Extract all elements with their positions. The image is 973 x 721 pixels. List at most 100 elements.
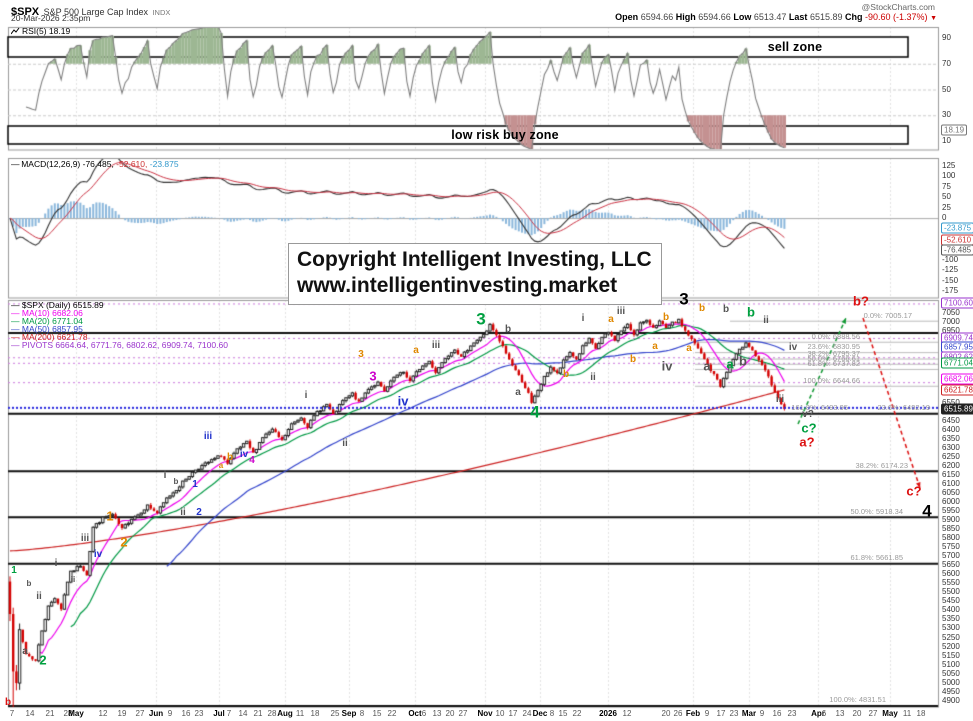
legend-item: — MA(10) 6682.06 <box>11 308 228 319</box>
wave-label: b <box>4 697 12 708</box>
date-axis-day: 20 <box>445 709 455 718</box>
candlestick-icon: — <box>11 300 22 310</box>
price-badge: 6682.06 <box>941 373 973 385</box>
fib-retracement-label: 38.2%: 6174.23 <box>855 460 908 470</box>
date-axis-month: Dec <box>532 709 548 718</box>
axis-tick-label: 5000 <box>942 677 960 687</box>
legend-text: MA(10) 6682.06 <box>21 308 83 319</box>
axis-tick-label: 6950 <box>942 325 960 335</box>
axis-tick-label: 100 <box>942 171 956 181</box>
wave-label: 2 <box>39 652 47 668</box>
wave-label: b <box>722 304 730 315</box>
wave-label: 1 <box>192 479 198 490</box>
axis-tick-label: 5550 <box>942 578 960 588</box>
date-axis-day: 22 <box>387 709 397 718</box>
quote-bar: Open 6594.66 High 6594.66 Low 6513.47 La… <box>615 12 937 22</box>
price-badge: 6515.89 <box>941 403 973 415</box>
date-axis-day: 11 <box>902 709 912 718</box>
wave-label: i <box>581 313 585 324</box>
chart-datetime: 20-Mar-2026 2:35pm <box>11 13 91 23</box>
axis-tick-label: 7050 <box>942 307 960 317</box>
axis-tick-label: 5750 <box>942 542 960 552</box>
chg-label: Chg <box>845 12 863 22</box>
date-axis-day: 24 <box>522 709 532 718</box>
date-axis-month: Mar <box>741 709 757 718</box>
wave-label: 4 <box>530 402 540 422</box>
wave-label: ii <box>763 315 769 326</box>
wave-label: a? <box>799 434 815 450</box>
price-badge: 18.19 <box>941 124 968 136</box>
axis-tick-label: 0 <box>942 213 947 223</box>
axis-tick-label: 5850 <box>942 524 960 534</box>
legend-text: MA(50) 6857.95 <box>21 324 83 335</box>
fib-retracement-label: 50.0%: 5918.34 <box>850 506 903 516</box>
date-axis-day: 9 <box>759 709 765 718</box>
legend-item: — PIVOTS 6664.64, 6771.76, 6802.62, 6909… <box>11 341 228 350</box>
date-axis-day: 27 <box>868 709 878 718</box>
line-icon: — <box>11 316 22 327</box>
date-axis-day: 13 <box>835 709 845 718</box>
date-axis-day: 27 <box>458 709 468 718</box>
date-axis-day: 10 <box>495 709 505 718</box>
date-axis-month: Nov <box>477 709 493 718</box>
wave-label: iv <box>239 449 249 460</box>
axis-tick-label: 6550 <box>942 397 960 407</box>
wave-label: c? <box>906 483 922 499</box>
copyright-line1: Copyright Intelligent Investing, LLC <box>297 248 652 271</box>
wave-label: b <box>747 304 755 320</box>
wave-label: a <box>413 345 419 356</box>
axis-tick-label: 5150 <box>942 650 960 660</box>
chg-dropdown-arrow-icon[interactable]: ▼ <box>930 15 937 22</box>
date-axis-day: 21 <box>253 709 263 718</box>
axis-tick-label: 6350 <box>942 433 960 443</box>
wave-label: b <box>662 312 670 323</box>
axis-tick-label: 5900 <box>942 515 960 525</box>
wave-label: a <box>726 356 734 372</box>
wave-label: ii <box>342 438 348 449</box>
date-axis-month: 2026 <box>599 709 617 718</box>
fib-retracement-label: 100.0%: 4831.51 <box>829 695 886 704</box>
legend-item: — MA(200) 6621.78 <box>11 332 228 343</box>
wave-label: iii <box>203 431 213 442</box>
date-axis-month: Jun <box>148 709 164 718</box>
axis-tick-label: 7000 <box>942 316 960 326</box>
date-axis-day: 19 <box>117 709 127 718</box>
symbol-name: S&P 500 Large Cap Index <box>43 7 149 17</box>
axis-tick-label: 4900 <box>942 695 960 705</box>
stockcharts-credit: @StockCharts.com <box>861 2 935 12</box>
legend-item: — $SPX (Daily) 6515.89 <box>11 300 228 310</box>
date-axis-day: 9 <box>704 709 710 718</box>
axis-tick-label: -150 <box>942 275 959 285</box>
wave-label: b <box>173 477 179 486</box>
price-badge: 6621.78 <box>941 384 973 396</box>
buy-zone-label: low risk buy zone <box>451 128 559 142</box>
fib-retracement-label: 23.6%: 6830.95 <box>807 342 860 352</box>
axis-tick-label: -100 <box>942 254 959 264</box>
axis-tick-label: 90 <box>942 33 951 42</box>
line-icon: — <box>11 324 22 335</box>
axis-tick-label: 5450 <box>942 596 960 606</box>
last-label: Last <box>788 12 808 22</box>
axis-tick-label: 6400 <box>942 424 960 434</box>
axis-tick-label: 5300 <box>942 623 960 633</box>
date-axis-day: 17 <box>508 709 518 718</box>
legend-text: MA(200) 6621.78 <box>21 332 88 343</box>
axis-tick-label: 5200 <box>942 641 960 651</box>
date-axis-day: 9 <box>167 709 173 718</box>
axis-tick-label: 6100 <box>942 479 960 489</box>
macd-label: MACD(12,26,9) -76.485, <box>21 159 114 169</box>
date-axis-day: 7 <box>226 709 232 718</box>
symbol-exchange: INDX <box>152 8 171 17</box>
axis-tick-label: -125 <box>942 265 959 275</box>
wave-label: a <box>652 341 658 352</box>
low-label: Low <box>733 12 752 22</box>
date-axis-month: May <box>68 709 84 718</box>
wave-label: c? <box>801 420 817 436</box>
line-icon: — <box>11 308 22 319</box>
axis-tick-label: 50 <box>942 84 951 94</box>
wave-label: 3 <box>679 289 689 309</box>
sell-zone-label: sell zone <box>767 40 823 54</box>
open-value: 6594.66 <box>640 12 674 22</box>
axis-tick-label: 50 <box>942 192 951 202</box>
